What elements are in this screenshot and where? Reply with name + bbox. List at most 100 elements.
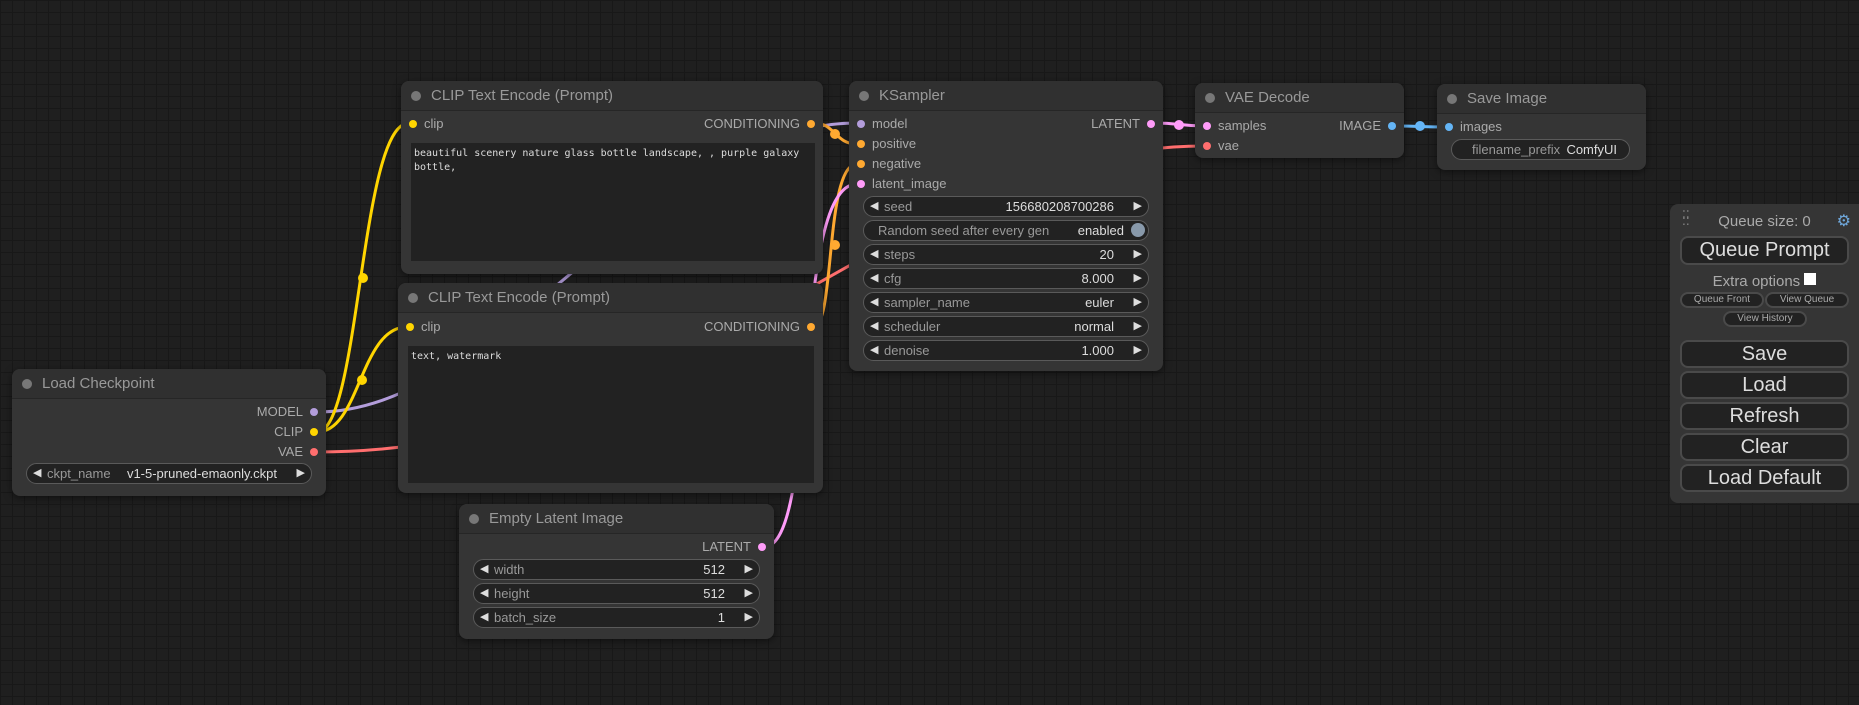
output-conditioning[interactable]: CONDITIONING (704, 317, 815, 337)
collapse-dot-icon[interactable] (859, 91, 869, 101)
slot-dot-icon[interactable] (758, 543, 766, 551)
slot-dot-icon[interactable] (310, 408, 318, 416)
steps-widget[interactable]: ◀ steps 20 ▶ (863, 244, 1149, 265)
arrow-left-icon[interactable]: ◀ (870, 200, 879, 212)
clip-text-encode-negative-node[interactable]: CLIP Text Encode (Prompt) clip CONDITION… (398, 283, 823, 493)
output-image[interactable]: IMAGE (1339, 116, 1396, 136)
prompt-textarea[interactable]: beautiful scenery nature glass bottle la… (411, 143, 815, 261)
clear-button[interactable]: Clear (1680, 433, 1849, 461)
node-title[interactable]: CLIP Text Encode (Prompt) (401, 81, 823, 111)
save-image-node[interactable]: Save Image images filename_prefix ComfyUI (1437, 84, 1646, 170)
output-conditioning[interactable]: CONDITIONING (704, 114, 815, 134)
batch-size-widget[interactable]: ◀ batch_size 1 ▶ (473, 607, 760, 628)
output-latent[interactable]: LATENT (1091, 114, 1155, 134)
slot-dot-icon[interactable] (857, 120, 865, 128)
slot-dot-icon[interactable] (1203, 122, 1211, 130)
input-negative[interactable]: negative (857, 154, 921, 174)
slot-dot-icon[interactable] (857, 160, 865, 168)
toggle-knob-icon[interactable] (1131, 223, 1145, 237)
queue-front-button[interactable]: Queue Front (1680, 292, 1764, 308)
gear-icon[interactable]: ⚙ (1836, 213, 1851, 230)
slot-dot-icon[interactable] (1388, 122, 1396, 130)
node-title[interactable]: KSampler (849, 81, 1163, 111)
load-checkpoint-node[interactable]: Load Checkpoint MODEL CLIP VAE ◀ ckpt_nam… (12, 369, 326, 496)
arrow-left-icon[interactable]: ◀ (870, 320, 879, 332)
node-title[interactable]: CLIP Text Encode (Prompt) (398, 283, 823, 313)
slot-dot-icon[interactable] (857, 180, 865, 188)
drag-handle-icon[interactable]: ⁚⁚ ⁚⁚ (1682, 208, 1690, 228)
arrow-left-icon[interactable]: ◀ (480, 611, 489, 623)
height-widget[interactable]: ◀ height 512 ▶ (473, 583, 760, 604)
ksampler-node[interactable]: KSampler model positive negative latent_… (849, 81, 1163, 371)
input-vae[interactable]: vae (1203, 136, 1239, 156)
slot-dot-icon[interactable] (409, 120, 417, 128)
arrow-left-icon[interactable]: ◀ (480, 563, 489, 575)
arrow-right-icon[interactable]: ▶ (1133, 320, 1142, 332)
slot-dot-icon[interactable] (1147, 120, 1155, 128)
collapse-dot-icon[interactable] (22, 379, 32, 389)
vae-decode-node[interactable]: VAE Decode samples vae IMAGE (1195, 83, 1404, 158)
input-model[interactable]: model (857, 114, 907, 134)
cfg-widget[interactable]: ◀ cfg 8.000 ▶ (863, 268, 1149, 289)
slot-dot-icon[interactable] (406, 323, 414, 331)
load-default-button[interactable]: Load Default (1680, 464, 1849, 492)
arrow-right-icon[interactable]: ▶ (744, 611, 753, 623)
input-clip[interactable]: clip (406, 317, 441, 337)
arrow-right-icon[interactable]: ▶ (1133, 344, 1142, 356)
slot-dot-icon[interactable] (1445, 123, 1453, 131)
output-model[interactable]: MODEL (257, 402, 318, 422)
arrow-left-icon[interactable]: ◀ (870, 272, 879, 284)
arrow-right-icon[interactable]: ▶ (1133, 200, 1142, 212)
arrow-left-icon[interactable]: ◀ (480, 587, 489, 599)
denoise-widget[interactable]: ◀ denoise 1.000 ▶ (863, 340, 1149, 361)
output-latent[interactable]: LATENT (702, 537, 766, 557)
arrow-right-icon[interactable]: ▶ (1133, 248, 1142, 260)
slot-dot-icon[interactable] (310, 448, 318, 456)
empty-latent-image-node[interactable]: Empty Latent Image LATENT ◀ width 512 ▶ ◀ he… (459, 504, 774, 639)
random-seed-toggle[interactable]: Random seed after every gen enabled (863, 220, 1149, 241)
prompt-textarea[interactable]: text, watermark (408, 346, 814, 483)
arrow-left-icon[interactable]: ◀ (33, 467, 42, 479)
input-images[interactable]: images (1445, 117, 1502, 137)
input-latent-image[interactable]: latent_image (857, 174, 946, 194)
width-widget[interactable]: ◀ width 512 ▶ (473, 559, 760, 580)
clip-text-encode-positive-node[interactable]: CLIP Text Encode (Prompt) clip CONDITION… (401, 81, 823, 274)
input-clip[interactable]: clip (409, 114, 444, 134)
collapse-dot-icon[interactable] (411, 91, 421, 101)
load-button[interactable]: Load (1680, 371, 1849, 399)
queue-prompt-button[interactable]: Queue Prompt (1680, 236, 1849, 265)
slot-dot-icon[interactable] (807, 120, 815, 128)
output-clip[interactable]: CLIP (274, 422, 318, 442)
filename-prefix-widget[interactable]: filename_prefix ComfyUI (1451, 139, 1630, 160)
extra-options-checkbox[interactable] (1804, 273, 1817, 285)
arrow-right-icon[interactable]: ▶ (744, 563, 753, 575)
refresh-button[interactable]: Refresh (1680, 402, 1849, 430)
slot-dot-icon[interactable] (807, 323, 815, 331)
collapse-dot-icon[interactable] (469, 514, 479, 524)
input-positive[interactable]: positive (857, 134, 916, 154)
collapse-dot-icon[interactable] (1447, 94, 1457, 104)
node-title[interactable]: Empty Latent Image (459, 504, 774, 534)
view-queue-button[interactable]: View Queue (1765, 292, 1849, 308)
arrow-right-icon[interactable]: ▶ (1133, 272, 1142, 284)
node-title[interactable]: Save Image (1437, 84, 1646, 114)
collapse-dot-icon[interactable] (1205, 93, 1215, 103)
scheduler-widget[interactable]: ◀ scheduler normal ▶ (863, 316, 1149, 337)
node-title[interactable]: Load Checkpoint (12, 369, 326, 399)
slot-dot-icon[interactable] (857, 140, 865, 148)
arrow-right-icon[interactable]: ▶ (296, 467, 305, 479)
arrow-left-icon[interactable]: ◀ (870, 296, 879, 308)
collapse-dot-icon[interactable] (408, 293, 418, 303)
arrow-right-icon[interactable]: ▶ (744, 587, 753, 599)
ckpt-name-combo[interactable]: ◀ ckpt_name v1-5-pruned-emaonly.ckpt ▶ (26, 463, 312, 484)
seed-widget[interactable]: ◀ seed 156680208700286 ▶ (863, 196, 1149, 217)
view-history-button[interactable]: View History (1723, 311, 1807, 327)
sampler-name-widget[interactable]: ◀ sampler_name euler ▶ (863, 292, 1149, 313)
arrow-left-icon[interactable]: ◀ (870, 248, 879, 260)
arrow-right-icon[interactable]: ▶ (1133, 296, 1142, 308)
output-vae[interactable]: VAE (278, 442, 318, 462)
arrow-left-icon[interactable]: ◀ (870, 344, 879, 356)
input-samples[interactable]: samples (1203, 116, 1266, 136)
node-title[interactable]: VAE Decode (1195, 83, 1404, 113)
slot-dot-icon[interactable] (1203, 142, 1211, 150)
